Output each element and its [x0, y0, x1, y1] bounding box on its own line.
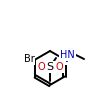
Text: HN: HN: [59, 50, 74, 60]
Text: N: N: [60, 55, 68, 65]
Text: Br: Br: [23, 55, 34, 65]
Text: O: O: [55, 62, 62, 72]
Text: S: S: [46, 62, 53, 72]
Text: O: O: [37, 62, 44, 72]
